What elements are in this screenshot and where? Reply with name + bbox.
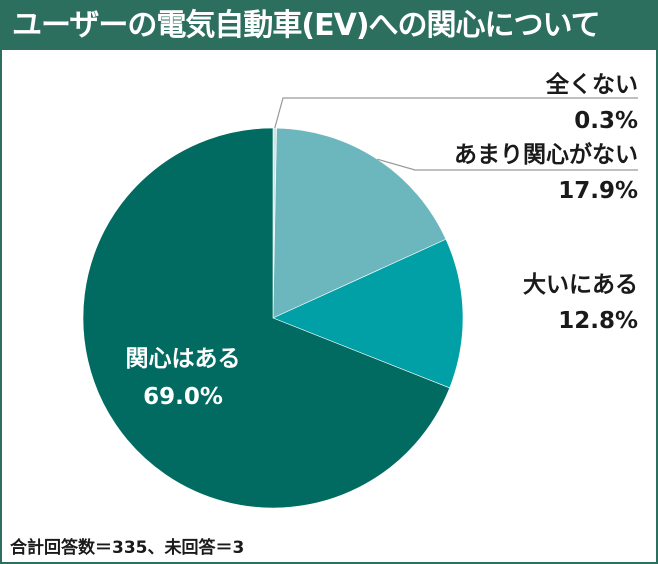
slice-value-label-4: 69.0% [143,384,223,410]
slice-value-label-1: 0.3% [574,108,638,134]
pie-slice-4 [82,127,451,509]
slice-value-label-3: 12.8% [558,308,638,334]
slice-value-label-2: 17.9% [558,178,638,204]
leader-line-2 [377,158,638,171]
pie-slice-2 [272,127,447,319]
chart-title: ユーザーの電気自動車(EV)への関心について [2,2,656,50]
leader-line-1 [274,97,638,129]
pie-slice-3 [272,238,464,389]
slice-label-2: あまり関心がない [454,141,638,168]
slice-label-3: 大いにある [523,272,638,298]
slice-label-1: 全くない [545,71,638,98]
footnote: 合計回答数＝335、未回答＝3 [10,538,245,558]
slice-label-4: 関心はある [126,346,241,372]
